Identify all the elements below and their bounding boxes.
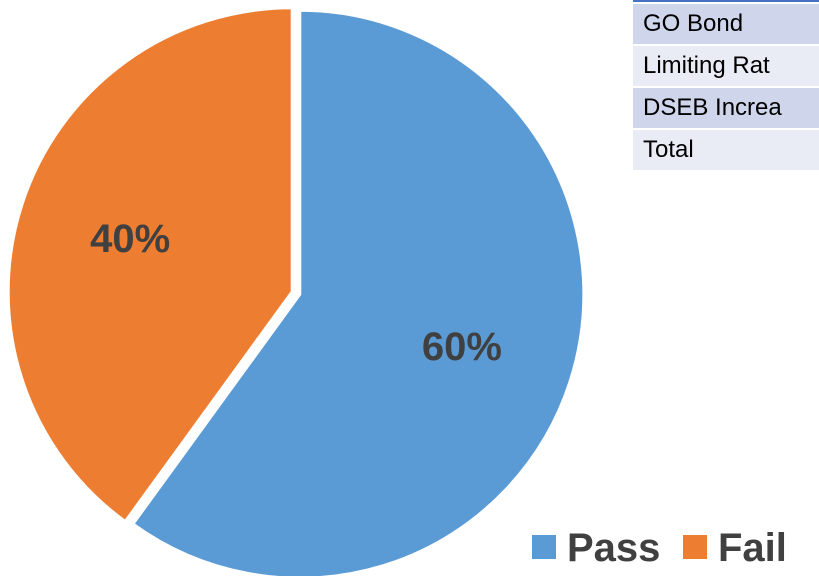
pie-slices	[6, 6, 586, 576]
table-row: Limiting Rat	[631, 44, 819, 88]
pie-data-labels: 60% 40%	[90, 217, 502, 369]
table-row: Total	[631, 128, 819, 172]
chart-legend: Pass Fail	[532, 526, 787, 570]
pie-slice-pass	[130, 8, 586, 576]
legend-swatch-pass	[532, 535, 556, 559]
table-cell: DSEB Increa	[631, 86, 819, 130]
table-header-row	[631, 0, 819, 4]
table-row: GO Bond	[631, 2, 819, 46]
table-cell: GO Bond	[631, 2, 819, 46]
table-header-cell	[631, 0, 819, 4]
data-label-fail: 40%	[90, 217, 170, 261]
legend-label-fail: Fail	[718, 526, 787, 570]
legend-label-pass: Pass	[567, 526, 660, 570]
legend-swatch-fail	[683, 535, 707, 559]
table-row: DSEB Increa	[631, 86, 819, 130]
table-cell: Limiting Rat	[631, 44, 819, 88]
table-cell: Total	[631, 128, 819, 172]
data-table: GO Bond Limiting Rat DSEB Increa Total	[631, 0, 819, 172]
pie-slice-fail	[6, 6, 294, 524]
data-label-pass: 60%	[422, 325, 502, 369]
